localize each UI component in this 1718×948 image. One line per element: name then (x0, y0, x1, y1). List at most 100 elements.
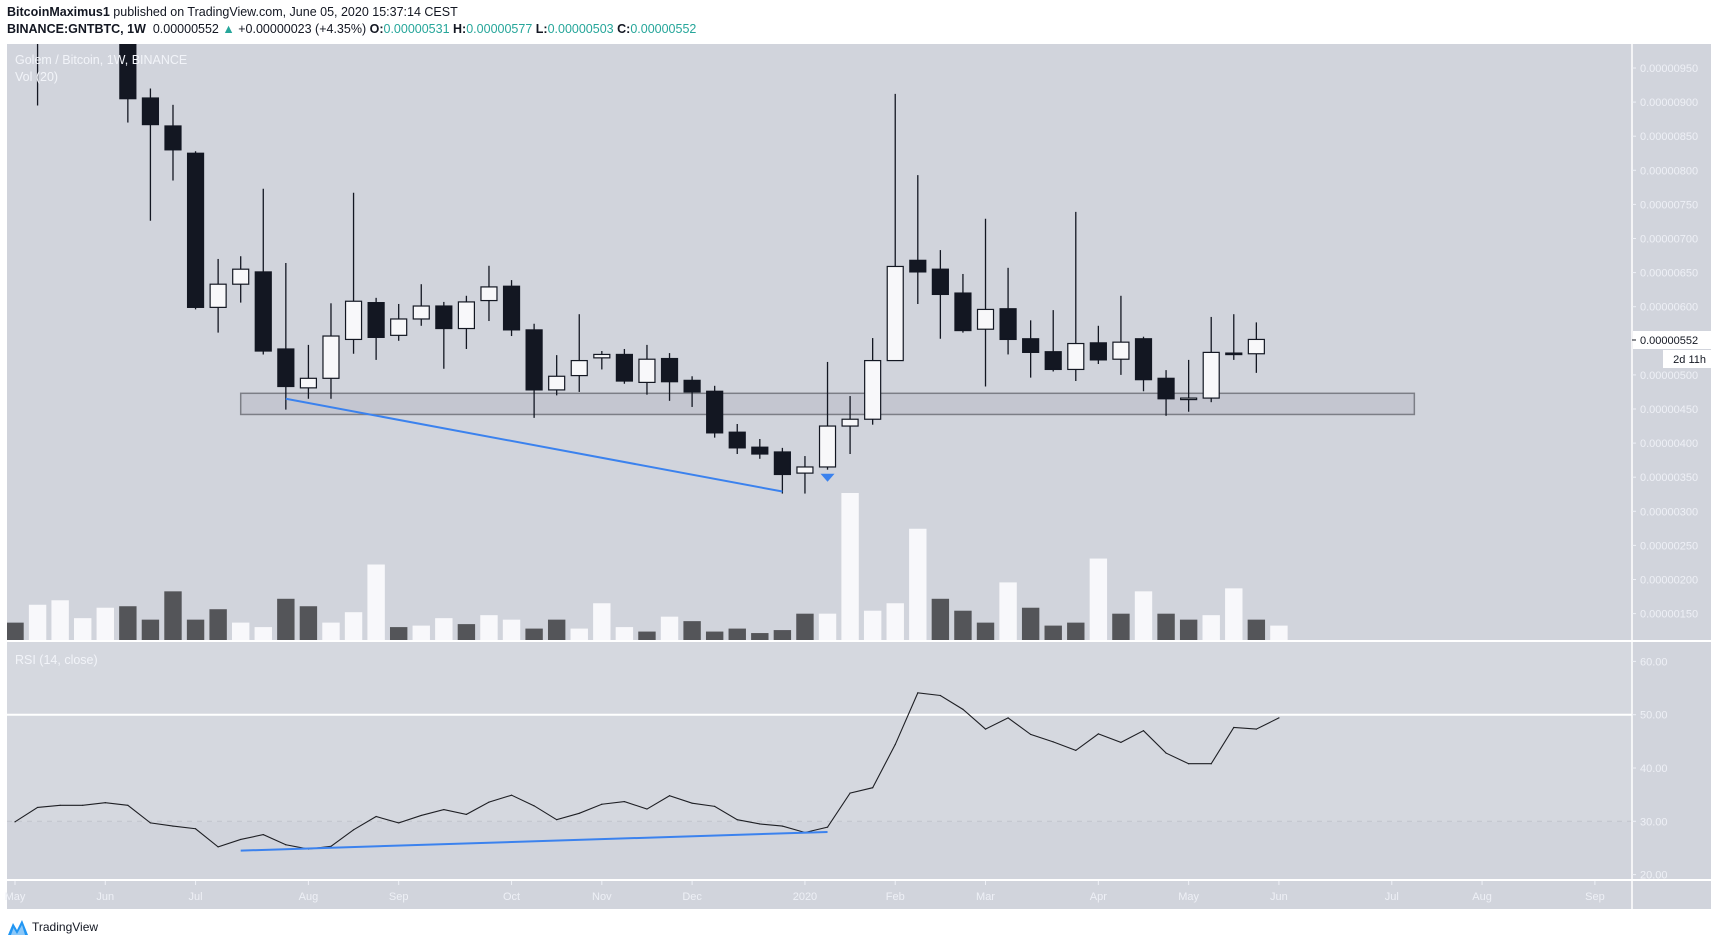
price-tick-label: 0.00000800 (1640, 165, 1698, 177)
rsi-point (398, 822, 400, 824)
rsi-point (420, 814, 422, 817)
candle-body-down (751, 446, 769, 455)
candle (141, 88, 160, 221)
volume-bar (638, 631, 656, 641)
time-tick-label: Aug (1472, 891, 1492, 903)
volume-bar (367, 564, 385, 641)
tradingview-logo[interactable]: TradingView (7, 918, 98, 936)
volume-bar (1112, 613, 1130, 641)
volume-bar (1202, 615, 1220, 641)
rsi-trendline[interactable] (240, 830, 828, 852)
rsi-point (488, 801, 490, 803)
rsi-point (691, 802, 693, 804)
volume-bar (164, 591, 182, 641)
author-name[interactable]: BitcoinMaximus1 (7, 5, 110, 19)
bar-countdown: 2d 11h (1673, 354, 1706, 366)
volume-bar (1021, 607, 1040, 641)
candle (254, 188, 272, 355)
volume-bar (389, 627, 408, 641)
candle-body-up (232, 268, 250, 285)
rsi-point (826, 826, 829, 828)
rsi-point (172, 825, 174, 827)
time-tick-label: Jun (1270, 891, 1288, 903)
rsi-point (849, 792, 851, 794)
candle-body-down (141, 97, 160, 126)
volume-bar (705, 631, 724, 641)
volume-bar (683, 621, 701, 641)
candle (435, 301, 453, 369)
price-pane[interactable] (36, 30, 1416, 494)
candle-body-up (1180, 397, 1198, 401)
last-price: 0.00000552 (152, 22, 219, 36)
rsi-legend[interactable]: RSI (14, close) (15, 653, 98, 667)
rsi-point (194, 828, 197, 830)
rsi-tick-label: 30.00 (1640, 816, 1668, 828)
rsi-point (1075, 749, 1077, 752)
candle-body-up (1067, 342, 1085, 371)
rsi-point (533, 805, 535, 807)
volume-legend[interactable]: Vol (20) (15, 70, 58, 84)
candle-body-down (186, 152, 205, 308)
volume-bar (886, 603, 904, 641)
volume-bar (1067, 622, 1085, 641)
candle-body-down (254, 271, 272, 352)
high-label: H: (453, 22, 467, 36)
volume-bar (570, 628, 588, 641)
rsi-point (1052, 741, 1054, 743)
candle-body-up (796, 466, 814, 474)
rsi-pane[interactable] (7, 692, 1632, 852)
candle (773, 447, 791, 494)
volume-bar (1179, 619, 1198, 641)
candle (412, 284, 430, 326)
price-tick-label: 0.00000950 (1640, 63, 1698, 75)
candle (1202, 316, 1220, 403)
candle-body-down (706, 390, 724, 434)
candle-body-up (1112, 341, 1130, 360)
candle-body-down (502, 285, 521, 331)
price-tick-label: 0.00000850 (1640, 131, 1698, 143)
candle (1225, 314, 1243, 360)
time-tick-label: Jul (1385, 891, 1399, 903)
rsi-tick-label: 60.00 (1640, 656, 1668, 668)
candle (818, 361, 837, 470)
candle-body-down (1157, 377, 1175, 400)
candle (615, 348, 633, 384)
candle-body-down (1134, 338, 1153, 381)
candle (751, 439, 769, 459)
rsi-point (872, 787, 874, 789)
candle (322, 303, 340, 399)
candle (277, 263, 295, 410)
volume-bar (728, 628, 746, 641)
candle (344, 192, 363, 354)
rsi-point (646, 808, 648, 810)
rsi-point (1233, 726, 1235, 729)
ohlc-line: BINANCE:GNTBTC, 1W 0.00000552 ▲ +0.00000… (7, 21, 696, 38)
rsi-point (894, 743, 896, 746)
volume-bar (74, 618, 92, 641)
time-tick-label: May (5, 891, 26, 903)
candle-body-up (548, 375, 566, 391)
volume-bar (818, 613, 837, 641)
price-trendline[interactable] (285, 397, 783, 493)
candle (186, 151, 205, 310)
time-tick-label: Oct (503, 891, 520, 903)
time-tick-label: Apr (1090, 891, 1107, 903)
rsi-point (217, 846, 219, 848)
main-legend[interactable]: Golem / Bitcoin, 1W, BINANCE (15, 53, 187, 67)
candle-body-up (1247, 338, 1265, 355)
volume-bar (954, 610, 972, 641)
rsi-point (623, 800, 625, 803)
candle-body-down (1022, 338, 1040, 353)
rsi-point (1097, 733, 1099, 735)
candle-body-up (638, 358, 656, 384)
time-axis[interactable]: May Jun Jul Aug Sep Oct Nov Dec 2020 Feb Mar Apr May… (5, 881, 1605, 903)
volume-bar (412, 625, 430, 641)
volume-bar (457, 624, 476, 641)
candle (209, 258, 227, 333)
volume-bar (254, 627, 272, 641)
candle-body-up (593, 353, 611, 359)
price-axis[interactable]: 0.00000950 0.00000900 0.00000850 0.00000800… (1632, 63, 1698, 882)
rsi-point (262, 834, 264, 836)
low-value: 0.00000503 (547, 22, 614, 36)
